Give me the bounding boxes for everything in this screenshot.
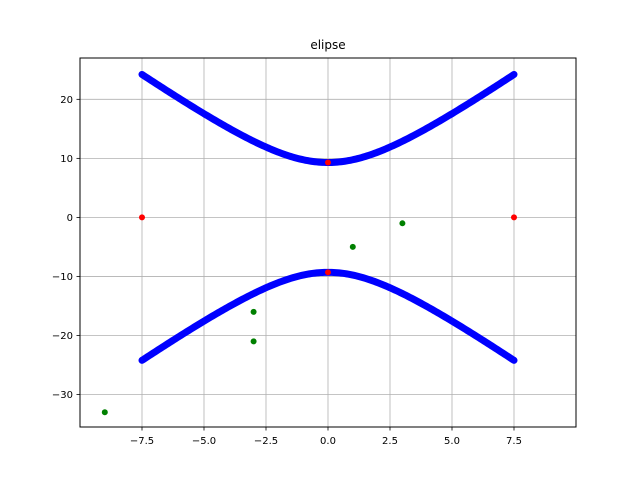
chart-title: elipse xyxy=(310,38,345,52)
red-point xyxy=(325,159,331,166)
red-point xyxy=(139,214,145,221)
x-tick-label: 7.5 xyxy=(506,436,522,447)
x-tick-label: 5.0 xyxy=(444,436,460,447)
x-tick-label: −5.0 xyxy=(192,436,216,447)
y-tick-label: −20 xyxy=(52,331,73,342)
x-tick-label: −7.5 xyxy=(130,436,154,447)
red-point xyxy=(511,214,517,221)
series-points xyxy=(101,159,517,416)
green-point xyxy=(101,409,108,416)
y-tick-label: 20 xyxy=(60,95,73,106)
y-tick-label: 10 xyxy=(60,154,73,165)
green-point xyxy=(250,338,257,345)
x-tick-label: −2.5 xyxy=(254,436,278,447)
x-tick-label: 0.0 xyxy=(320,436,336,447)
green-point xyxy=(349,243,356,250)
x-tick-label: 2.5 xyxy=(382,436,398,447)
green-point xyxy=(399,220,406,227)
y-tick-label: −30 xyxy=(52,390,73,401)
y-tick-label: 0 xyxy=(67,213,73,224)
red-point xyxy=(325,269,331,276)
y-tick-label: −10 xyxy=(52,272,73,283)
green-point xyxy=(250,308,257,315)
grid xyxy=(80,58,576,427)
axes: −7.5 −5.0 −2.5 0.0 2.5 5.0 7.5 −30 −20 −10 0 10 20 xyxy=(52,95,522,447)
